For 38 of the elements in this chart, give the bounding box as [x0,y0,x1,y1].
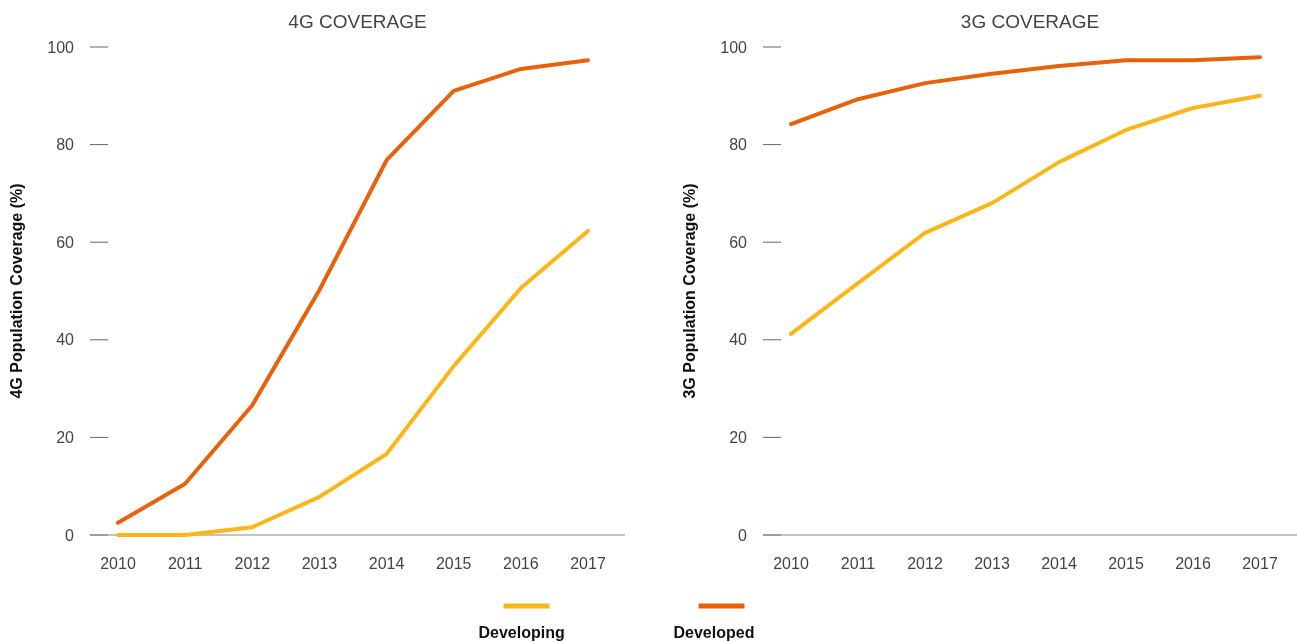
y-tick-label: 80 [729,136,748,154]
y-tick-label: 100 [47,38,75,56]
y-tick-label: 100 [720,38,748,56]
x-tick-label: 2015 [1108,555,1144,572]
chart-title: 3G COVERAGE [960,11,1100,32]
line-series [789,93,1262,336]
y-axis-title: 4G Population Coverage (%) [8,183,25,399]
legend-label: Developing [478,624,565,641]
x-tick-label: 2015 [435,555,472,572]
x-tick-label: 2012 [234,555,271,572]
x-tick-label: 2017 [1242,555,1278,572]
x-tick-label: 2010 [100,555,136,572]
y-tick-label: 40 [729,331,748,349]
y-tick-label: 60 [56,233,75,251]
x-tick-label: 2017 [570,555,606,572]
y-tick-label: 20 [56,429,75,446]
y-axis-title: 3G Population Coverage (%) [681,183,698,399]
x-tick-label: 2016 [1175,555,1211,572]
x-tick-label: 2013 [301,555,338,572]
y-tick-label: 80 [56,136,75,154]
y-tick-label: 20 [729,429,748,446]
x-tick-label: 2010 [773,555,809,572]
y-tick-label: 0 [738,526,748,544]
line-series [789,55,1262,127]
line-series [116,58,590,525]
y-tick-label: 60 [729,233,748,251]
y-tick-label: 0 [65,526,75,544]
x-tick-label: 2011 [840,555,876,572]
x-tick-label: 2014 [368,555,405,572]
legend-label: Developed [673,624,755,641]
x-tick-label: 2016 [503,555,539,572]
line-series [116,228,590,537]
x-tick-label: 2011 [167,555,203,572]
x-tick-label: 2013 [974,555,1010,572]
x-tick-label: 2014 [1041,555,1077,572]
y-tick-label: 40 [56,331,75,349]
chart-title: 4G COVERAGE [288,11,427,32]
x-tick-label: 2012 [907,555,943,572]
